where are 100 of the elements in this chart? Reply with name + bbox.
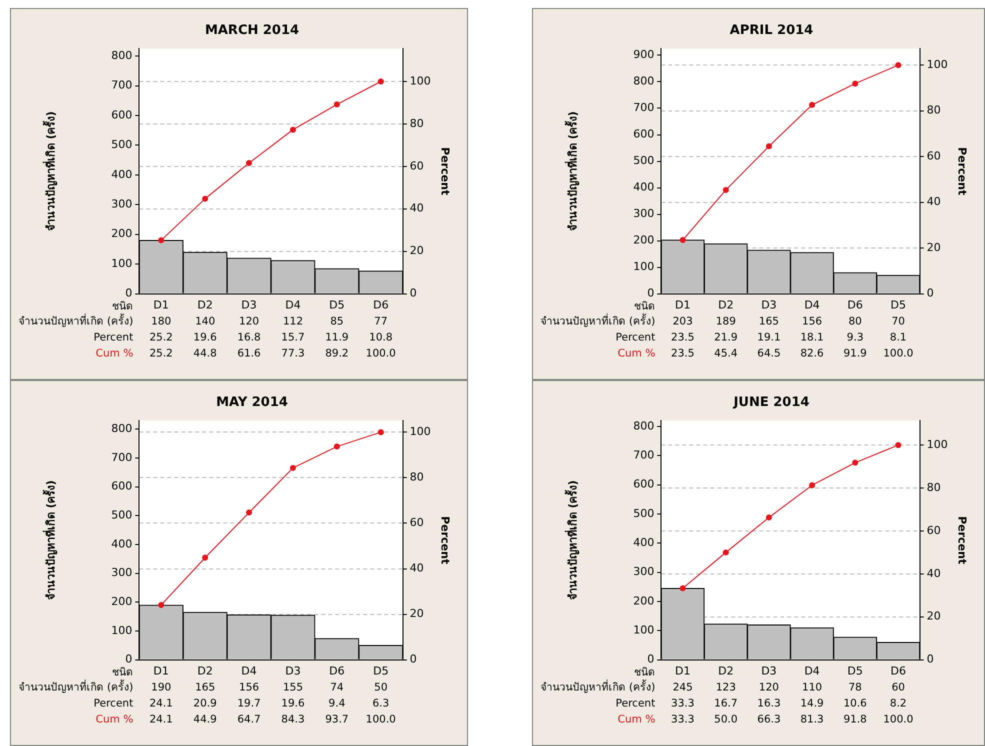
text: 20.9 bbox=[193, 698, 217, 710]
y-tick-label: 200 bbox=[111, 595, 132, 608]
y-tick-label: 400 bbox=[111, 168, 132, 181]
y-tick-label: 400 bbox=[633, 536, 654, 549]
x-tick-label: D1 bbox=[675, 298, 690, 312]
point bbox=[852, 460, 858, 466]
y-tick-label: 0 bbox=[647, 652, 654, 666]
y-tick-label: 300 bbox=[111, 197, 132, 210]
x-tick-label: D4 bbox=[804, 664, 820, 678]
y-axis-title: จำนวนปัญหาที่เกิด (ครั้ง) bbox=[42, 111, 58, 232]
text: Cum % bbox=[96, 348, 134, 360]
data-label: 23.5 bbox=[671, 348, 694, 360]
point bbox=[809, 482, 816, 488]
y-tick-label: 700 bbox=[633, 101, 654, 114]
y2-tick-label: 0 bbox=[926, 652, 934, 666]
text: จำนวนปัญหาที่เกิด (ครั้ง) bbox=[18, 314, 134, 328]
text: 11.9 bbox=[325, 332, 349, 344]
data-label: 24.1 bbox=[149, 714, 173, 726]
text: 24.1 bbox=[149, 698, 173, 710]
data-label: 165 bbox=[758, 316, 779, 328]
y2-tick-label: 100 bbox=[410, 425, 431, 438]
y2-tick-label: 0 bbox=[410, 286, 417, 300]
data-label: 190 bbox=[151, 682, 172, 694]
y2-tick-label: 60 bbox=[410, 159, 424, 172]
data-label: 85 bbox=[330, 316, 344, 328]
y2-tick-label: 60 bbox=[410, 516, 424, 530]
text: 23.5 bbox=[671, 332, 694, 344]
y-tick-label: 0 bbox=[647, 286, 654, 300]
x-tick-label: D3 bbox=[761, 298, 777, 312]
x-tick-label: D4 bbox=[804, 298, 820, 312]
data-label: 165 bbox=[195, 682, 216, 694]
y2-tick-label: 20 bbox=[410, 607, 424, 620]
y2-tick-label: 80 bbox=[926, 104, 941, 117]
data-label: 123 bbox=[716, 682, 736, 694]
data-label: 50.0 bbox=[714, 714, 738, 726]
y2-axis-title: Percent bbox=[438, 147, 452, 196]
text: 18.1 bbox=[800, 332, 824, 344]
point bbox=[334, 444, 340, 450]
data-label: 156 bbox=[239, 682, 260, 694]
data-label: 25.2 bbox=[149, 348, 173, 360]
y-tick-label: 800 bbox=[111, 422, 132, 436]
y-tick-label: 600 bbox=[633, 478, 654, 491]
text: 6.3 bbox=[372, 698, 390, 710]
data-label: 81.3 bbox=[800, 714, 824, 726]
y-tick-label: 300 bbox=[633, 207, 654, 220]
point bbox=[766, 514, 772, 520]
x-tick-label: D1 bbox=[675, 664, 690, 678]
data-label: 203 bbox=[672, 316, 693, 328]
data-label: 100.0 bbox=[366, 714, 396, 726]
text: 8.2 bbox=[890, 698, 907, 710]
y-tick-label: 100 bbox=[111, 624, 132, 637]
point bbox=[895, 442, 902, 448]
y-tick-label: 500 bbox=[111, 508, 132, 522]
text: 19.7 bbox=[237, 698, 261, 710]
x-tick-label: D6 bbox=[329, 664, 345, 678]
y-tick-label: 800 bbox=[111, 48, 132, 62]
y-tick-label: 500 bbox=[111, 138, 132, 152]
y2-tick-label: 60 bbox=[926, 524, 941, 537]
text: 21.9 bbox=[714, 332, 738, 344]
y-tick-label: 100 bbox=[633, 623, 654, 636]
data-label: 78 bbox=[848, 682, 862, 694]
y-tick-label: 300 bbox=[633, 565, 654, 578]
data-label: 245 bbox=[672, 682, 693, 694]
text: จำนวนปัญหาที่เกิด (ครั้ง) bbox=[540, 680, 656, 694]
point bbox=[895, 62, 902, 68]
y-tick-label: 200 bbox=[633, 594, 654, 608]
point bbox=[722, 549, 729, 556]
y2-tick-label: 40 bbox=[410, 562, 424, 575]
data-label: 77 bbox=[374, 316, 388, 328]
text: 10.8 bbox=[369, 332, 393, 344]
data-label: 140 bbox=[195, 316, 216, 328]
point bbox=[334, 101, 340, 108]
point bbox=[158, 237, 164, 244]
text: 14.9 bbox=[800, 698, 824, 710]
y2-tick-label: 60 bbox=[926, 149, 941, 162]
x-tick-label: D6 bbox=[373, 298, 389, 312]
text: จำนวนปัญหาที่เกิด (ครั้ง) bbox=[540, 314, 656, 328]
x-tick-label: D3 bbox=[285, 664, 301, 678]
x-tick-label: D2 bbox=[718, 298, 734, 312]
x-tick-label: D6 bbox=[890, 664, 906, 678]
y-tick-label: 400 bbox=[633, 180, 654, 194]
text: 9.4 bbox=[328, 698, 346, 710]
text: 19.6 bbox=[193, 332, 218, 344]
y2-tick-label: 0 bbox=[410, 652, 417, 666]
x-tick-label: D2 bbox=[718, 664, 734, 678]
data-label: 100.0 bbox=[883, 714, 914, 726]
x-tick-label: D1 bbox=[153, 298, 169, 312]
point bbox=[290, 464, 296, 471]
x-tick-label: D4 bbox=[285, 298, 301, 312]
text: Cum % bbox=[618, 348, 656, 360]
x-tick-label: D5 bbox=[329, 298, 345, 312]
x-tick-label: D4 bbox=[241, 664, 257, 678]
text: 16.8 bbox=[237, 332, 261, 344]
text: Percent bbox=[94, 698, 134, 710]
y-tick-label: 800 bbox=[633, 419, 654, 432]
y-tick-label: 500 bbox=[633, 506, 654, 520]
y-tick-label: 200 bbox=[111, 227, 132, 240]
text: Percent bbox=[616, 332, 656, 344]
x-tick-label: D5 bbox=[847, 664, 863, 678]
data-label: 44.9 bbox=[193, 714, 217, 726]
